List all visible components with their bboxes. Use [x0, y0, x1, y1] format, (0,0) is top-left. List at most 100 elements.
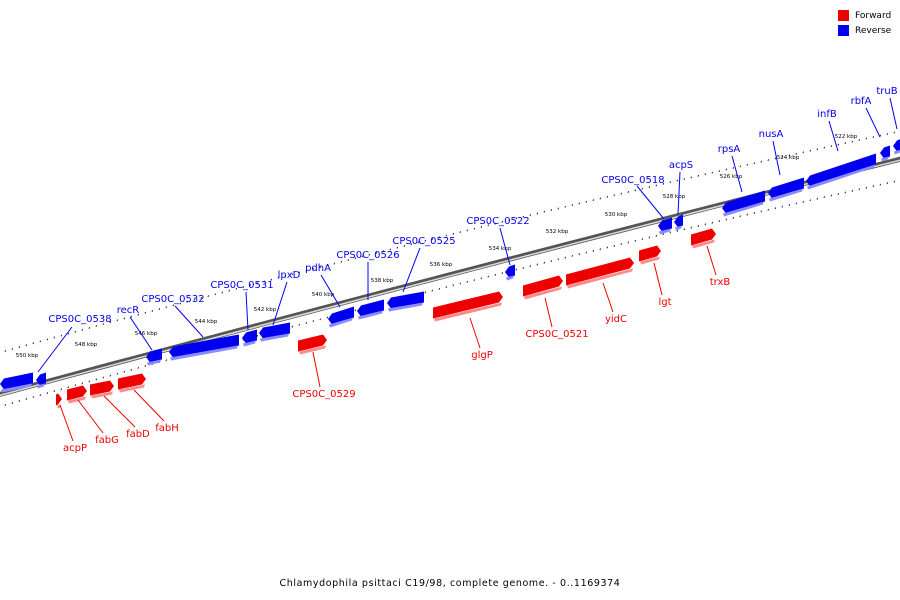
ruler-tick-lower	[291, 325, 294, 328]
ruler-tick-lower	[564, 256, 567, 259]
gene-fabG-body	[67, 385, 87, 401]
gene-CPS0C_0525-leader	[402, 247, 421, 293]
ruler-tick-lower	[662, 233, 665, 236]
ruler-tick-lower	[837, 193, 840, 195]
ruler-tick-lower	[816, 197, 819, 200]
ruler-tick-lower	[795, 202, 798, 205]
gene-glgP-shade	[434, 302, 502, 322]
gene-CPS0C_0538-shade	[1, 383, 32, 393]
ruler-tick-upper	[53, 336, 56, 339]
gene-CPS0C_0518-body	[658, 217, 672, 232]
ruler-tick-lower	[459, 282, 462, 285]
ruler-tick-upper	[298, 271, 301, 274]
gene-label-fabH: fabH	[155, 423, 179, 434]
ruler-tick-upper	[683, 178, 686, 181]
ruler-labels: 550 kbp 548 kbp 546 kbp 544 kbp 542 kbp 540 k…	[16, 134, 858, 359]
ruler-tick-lower	[123, 370, 126, 373]
ruler-tick-upper	[669, 181, 672, 184]
ruler-tick-upper	[165, 306, 168, 309]
ruler-tick-upper	[781, 155, 784, 158]
ruler-tick-upper	[529, 214, 532, 217]
ruler-tick-upper	[200, 297, 203, 299]
ruler-tick-upper	[403, 244, 406, 247]
ruler-tick-upper	[627, 191, 630, 193]
ruler-tick-upper	[109, 321, 112, 324]
ruler-tick-lower	[424, 291, 427, 294]
gene-CPS0C_0531-leader	[245, 291, 249, 331]
ruler-tick-lower	[39, 394, 42, 397]
ruler-tick-lower	[599, 248, 602, 251]
ruler-tick-upper	[865, 137, 868, 140]
ruler-label: 528 kbp	[663, 194, 686, 200]
ruler-tick-lower	[830, 194, 833, 197]
gene-label-CPS0C_0531: CPS0C_0531	[210, 280, 273, 291]
legend-forward-label: Forward	[855, 10, 892, 21]
gene-CPS0C_0531-body	[242, 329, 257, 344]
gene-label-CPS0C_0538: CPS0C_0538	[48, 314, 111, 325]
gene-fabH-body	[118, 373, 146, 390]
ruler-tick-upper	[585, 200, 588, 203]
gene-recR-shade	[147, 359, 161, 366]
ruler-tick-lower	[130, 368, 133, 371]
gene-label-glgP: glgP	[471, 350, 493, 361]
ruler-tick-lower	[32, 396, 35, 399]
gene-yidC-leader	[602, 282, 614, 313]
ruler-tick-upper	[368, 253, 371, 256]
gene-CPS0C_0529-leader	[312, 351, 321, 388]
ruler-tick-upper	[396, 246, 399, 249]
gene-track	[0, 139, 900, 409]
ruler-tick-upper	[130, 315, 133, 318]
forward-swatch	[838, 10, 849, 21]
gene-fabG-leader	[77, 399, 104, 434]
ruler-tick-upper	[235, 287, 238, 290]
gene-infB-shade	[807, 164, 875, 190]
ruler-tick-lower	[116, 372, 119, 375]
ruler-tick-lower	[480, 277, 483, 280]
ruler-tick-lower	[319, 318, 322, 321]
ruler-tick-lower	[711, 221, 714, 224]
ruler-tick-upper	[438, 236, 441, 239]
ruler-tick-upper	[592, 199, 595, 202]
gene-CPS0C_0532-body	[169, 334, 239, 358]
ruler-tick-upper	[452, 232, 455, 235]
gene-label-CPS0C_0521: CPS0C_0521	[525, 329, 588, 340]
gene-truB-shade	[894, 149, 900, 155]
gene-rbfA-body	[880, 145, 890, 159]
gene-lpxD-leader	[272, 281, 288, 326]
ruler-tick-lower	[305, 322, 308, 324]
ruler-tick-upper	[459, 231, 462, 234]
gene-CPS0C_0521-shade	[524, 286, 562, 300]
ruler-tick-upper	[116, 319, 119, 322]
ruler-tick-upper	[326, 264, 329, 267]
gene-recR-leader	[129, 316, 153, 351]
ruler-tick-upper	[557, 207, 560, 210]
ruler-tick-upper	[249, 284, 252, 287]
ruler-tick-lower	[431, 289, 434, 292]
ruler-label: 550 kbp	[16, 353, 39, 359]
gene-glgP-body	[433, 291, 503, 319]
legend-item-reverse: Reverse	[838, 23, 900, 38]
ruler-tick-lower	[746, 213, 749, 216]
gene-acpP-body	[56, 393, 62, 406]
ruler-tick-upper	[228, 289, 231, 292]
ruler-label: 546 kbp	[135, 331, 158, 337]
ruler-tick-lower	[466, 280, 469, 283]
ruler-tick-upper	[193, 298, 196, 301]
ruler-tick-lower	[788, 204, 791, 207]
ruler-tick-upper	[858, 139, 861, 142]
ruler-tick-upper	[480, 226, 483, 228]
ruler-tick-lower	[67, 386, 70, 389]
ruler-tick-lower	[557, 258, 560, 261]
gene-label-lpxD: lpxD	[278, 270, 301, 281]
gene-CPS0C_0522-leader	[499, 227, 511, 266]
ruler-tick-upper	[305, 269, 308, 272]
ruler-tick-upper	[214, 293, 217, 296]
ruler-tick-upper	[25, 344, 28, 347]
gene-fabD-shade	[91, 391, 113, 399]
ruler-tick-upper	[893, 131, 896, 134]
ruler-label: 548 kbp	[75, 342, 98, 348]
gene-CPS0C_0525-shade	[388, 302, 423, 312]
gene-label-nusA: nusA	[759, 129, 784, 140]
gene-pdhA-leader	[320, 274, 341, 308]
